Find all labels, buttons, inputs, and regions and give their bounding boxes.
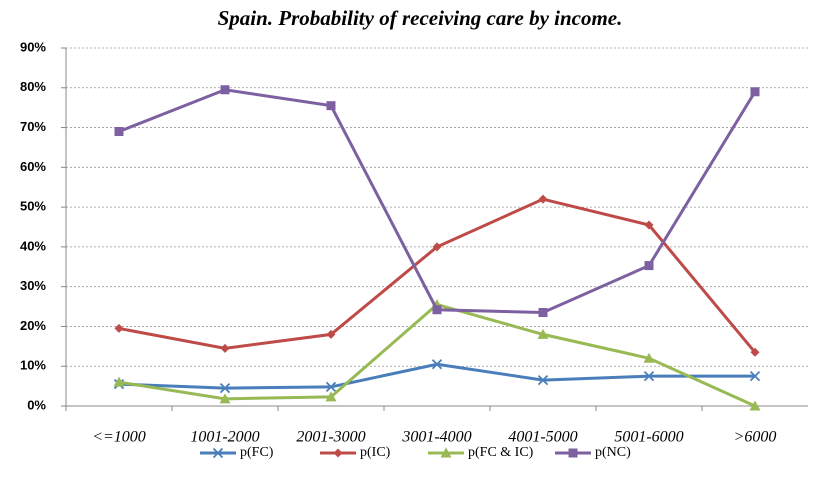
marker	[750, 87, 760, 97]
y-tick-label: 80%	[20, 79, 46, 94]
legend-marker	[212, 447, 224, 459]
marker	[538, 194, 548, 204]
x-tick-label: <=1000	[92, 429, 146, 446]
y-tick-label: 40%	[20, 238, 46, 253]
marker	[432, 305, 442, 315]
marker	[749, 400, 761, 411]
y-tick-label: 60%	[20, 159, 46, 174]
marker	[325, 391, 337, 402]
y-tick-label: 50%	[20, 199, 46, 214]
series-line	[118, 88, 757, 315]
marker	[432, 242, 442, 252]
marker	[219, 393, 231, 404]
x-tick-label: 5001-6000	[614, 429, 683, 446]
series-line	[118, 197, 757, 354]
legend-marker	[568, 448, 578, 458]
x-tick-label: 2001-3000	[296, 429, 365, 446]
marker	[750, 347, 760, 357]
y-tick-label: 90%	[20, 39, 46, 54]
marker	[325, 381, 337, 393]
marker	[220, 85, 230, 95]
marker	[220, 343, 230, 353]
marker	[537, 328, 549, 339]
x-tick-label: >6000	[734, 429, 777, 446]
marker	[431, 359, 443, 370]
marker	[113, 376, 125, 387]
marker	[643, 352, 655, 363]
marker	[326, 101, 336, 111]
legend-label: p(FC)	[240, 445, 274, 460]
marker	[219, 382, 231, 394]
marker	[644, 261, 654, 271]
marker	[538, 308, 548, 318]
y-tick-label: 30%	[20, 278, 46, 293]
legend-label: p(IC)	[360, 445, 391, 460]
y-tick-label: 0%	[27, 397, 46, 412]
chart-title: Spain. Probability of receiving care by …	[218, 6, 623, 30]
marker	[114, 323, 124, 333]
marker	[114, 127, 124, 137]
marker	[643, 371, 655, 382]
y-tick-label: 20%	[20, 318, 46, 333]
marker	[326, 329, 336, 339]
y-tick-label: 70%	[20, 119, 46, 134]
marker	[537, 375, 549, 386]
x-tick-label: 3001-4000	[401, 429, 471, 446]
marker	[644, 220, 654, 230]
x-tick-label: 4001-5000	[508, 429, 577, 446]
series-line	[118, 362, 755, 390]
legend-marker	[333, 448, 343, 458]
legend-label: p(FC & IC)	[468, 445, 534, 460]
y-tick-label: 10%	[20, 358, 46, 373]
legend-label: p(NC)	[595, 445, 631, 460]
legend-marker	[440, 447, 452, 458]
x-tick-label: 1001-2000	[190, 429, 259, 446]
series-line	[118, 302, 756, 408]
marker	[749, 371, 761, 382]
